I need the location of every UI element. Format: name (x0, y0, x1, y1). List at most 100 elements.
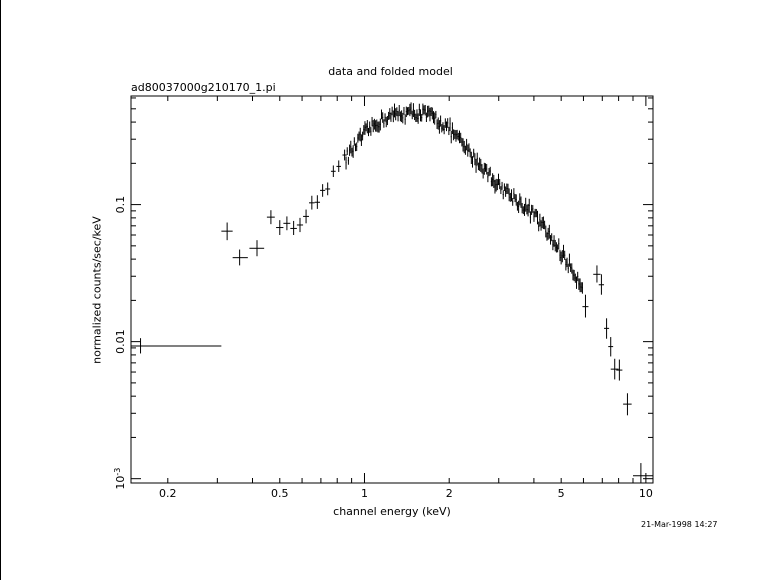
data-point (457, 132, 459, 141)
data-point (330, 165, 336, 177)
data-point (488, 168, 490, 177)
data-point (391, 106, 393, 116)
data-point (468, 143, 470, 153)
data-point (540, 220, 542, 231)
data-point (513, 188, 515, 200)
data-point (570, 263, 572, 272)
data-point (495, 178, 497, 192)
data-point (479, 157, 481, 171)
data-point (423, 105, 425, 115)
data-point (539, 213, 541, 227)
data-point (342, 149, 347, 161)
data-point (547, 227, 549, 240)
x-tick-label: 5 (558, 487, 565, 500)
data-point (475, 159, 477, 173)
data-point (568, 253, 570, 267)
data-point (367, 127, 370, 137)
data-point (534, 208, 536, 218)
data-point (505, 186, 507, 197)
data-point (375, 120, 377, 132)
data-point (436, 119, 438, 129)
data-point (502, 190, 504, 200)
data-point (482, 168, 484, 179)
data-point (422, 103, 424, 116)
data-point (376, 119, 378, 132)
data-point (480, 158, 482, 172)
data-point (403, 106, 405, 115)
data-point (501, 181, 503, 190)
data-point (430, 107, 432, 117)
data-point (360, 134, 362, 146)
data-point (390, 112, 392, 122)
data-point (437, 117, 439, 130)
data-point (350, 140, 352, 154)
data-point (382, 112, 384, 123)
data-point (542, 216, 544, 230)
data-point (474, 153, 476, 166)
data-point (366, 120, 368, 134)
data-point (373, 118, 375, 130)
data-point (490, 177, 492, 187)
data-point (369, 121, 371, 133)
data-point (358, 131, 360, 141)
data-point (353, 137, 355, 146)
data-point (276, 220, 284, 235)
data-point (476, 152, 478, 166)
data-point (377, 121, 379, 133)
data-point (521, 202, 523, 214)
data-point (356, 142, 358, 152)
data-point (623, 393, 632, 416)
data-point (349, 144, 351, 156)
data-point (351, 147, 353, 157)
data-point (414, 109, 416, 121)
data-point (551, 233, 553, 242)
data-point (131, 338, 222, 354)
data-point (463, 140, 465, 154)
data-point (464, 145, 466, 155)
data-point (506, 183, 508, 194)
data-point (483, 162, 485, 175)
data-point (571, 263, 573, 274)
data-point (421, 113, 423, 122)
data-point (545, 225, 547, 238)
data-point (441, 124, 443, 133)
data-point (283, 216, 291, 231)
data-point (559, 249, 561, 262)
x-tick-label: 0.2 (159, 487, 177, 500)
data-point (557, 244, 559, 253)
data-point (561, 250, 563, 263)
data-point (380, 109, 383, 120)
data-point (538, 221, 540, 232)
data-point (418, 103, 420, 116)
data-point (507, 183, 509, 194)
x-tick-label: 10 (639, 487, 653, 500)
data-point (359, 127, 361, 142)
y-tick-label: 0.01 (114, 329, 127, 354)
data-point (346, 147, 348, 156)
data-point (427, 105, 429, 118)
data-point (567, 263, 569, 274)
data-point (581, 282, 583, 294)
data-point (450, 130, 452, 144)
data-point (444, 118, 446, 128)
data-point (352, 145, 354, 158)
data-point (347, 156, 349, 165)
data-point (432, 111, 435, 124)
data-point (320, 184, 326, 197)
y-tick-label: 10-3 (113, 468, 127, 490)
data-point (598, 274, 605, 295)
data-point (549, 235, 552, 245)
data-point (616, 359, 623, 381)
data-point (462, 138, 464, 152)
data-point (477, 162, 479, 171)
data-point (516, 201, 518, 211)
data-point (573, 269, 575, 282)
data-point (362, 131, 364, 141)
timestamp: 21-Mar-1998 14:27 (641, 520, 718, 529)
data-point (510, 189, 513, 202)
data-point (558, 238, 560, 250)
data-point (580, 282, 582, 293)
data-point (379, 118, 381, 131)
data-point (546, 232, 548, 241)
data-point (512, 197, 514, 206)
